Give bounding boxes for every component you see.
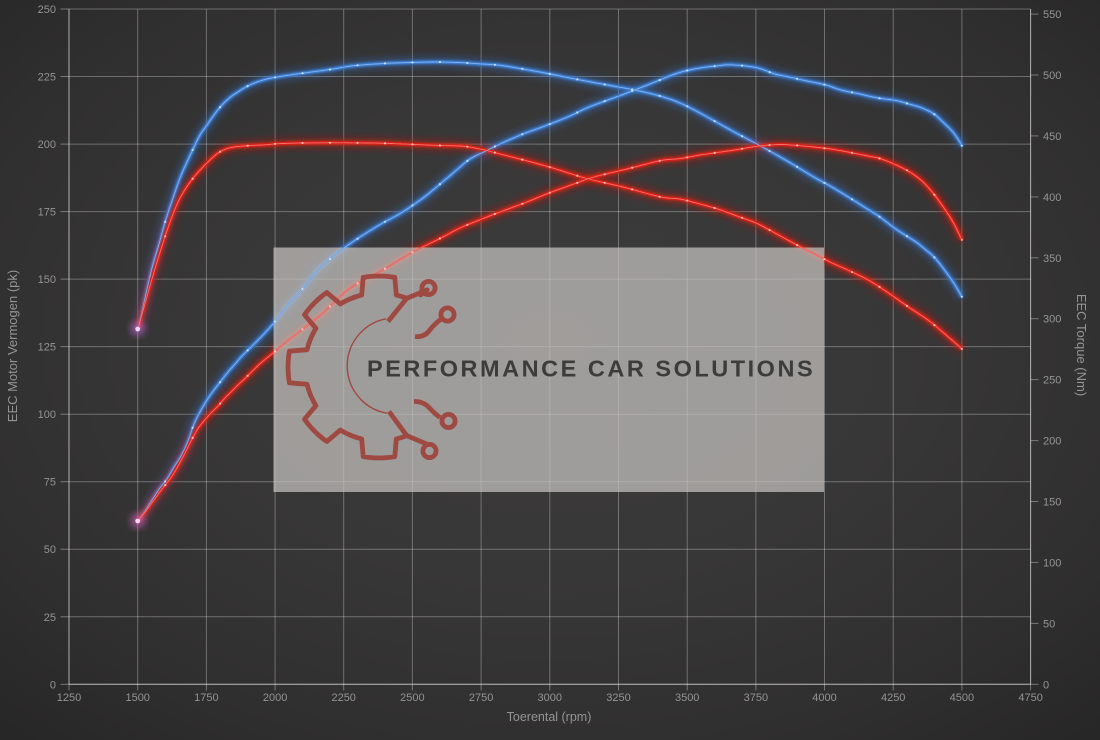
svg-text:200: 200 [38, 139, 56, 151]
svg-text:200: 200 [1043, 436, 1061, 448]
svg-text:50: 50 [1043, 618, 1055, 630]
svg-text:75: 75 [44, 477, 56, 489]
svg-text:500: 500 [1043, 70, 1061, 82]
svg-text:4500: 4500 [950, 692, 974, 704]
svg-text:150: 150 [1043, 497, 1061, 509]
svg-text:3750: 3750 [744, 692, 768, 704]
svg-text:100: 100 [38, 409, 56, 421]
svg-text:Toerental (rpm): Toerental (rpm) [507, 710, 592, 724]
svg-text:250: 250 [1043, 375, 1061, 387]
svg-text:0: 0 [50, 679, 56, 691]
svg-text:350: 350 [1043, 253, 1061, 265]
svg-text:EEC Torque (Nm): EEC Torque (Nm) [1074, 294, 1089, 396]
svg-text:400: 400 [1043, 192, 1061, 204]
svg-text:PERFORMANCE CAR SOLUTIONS: PERFORMANCE CAR SOLUTIONS [367, 356, 815, 382]
svg-text:3500: 3500 [675, 692, 699, 704]
svg-text:1250: 1250 [57, 692, 81, 704]
svg-text:2500: 2500 [400, 692, 424, 704]
svg-text:175: 175 [38, 207, 56, 219]
svg-text:0: 0 [1043, 679, 1049, 691]
svg-text:3000: 3000 [538, 692, 562, 704]
svg-text:3250: 3250 [606, 692, 630, 704]
svg-text:100: 100 [1043, 557, 1061, 569]
svg-text:450: 450 [1043, 131, 1061, 143]
svg-text:550: 550 [1043, 9, 1061, 21]
svg-text:25: 25 [44, 612, 56, 624]
svg-text:50: 50 [44, 544, 56, 556]
svg-text:2750: 2750 [469, 692, 493, 704]
svg-text:1500: 1500 [125, 692, 149, 704]
svg-text:4750: 4750 [1018, 692, 1042, 704]
svg-text:1750: 1750 [194, 692, 218, 704]
svg-text:150: 150 [38, 274, 56, 286]
svg-text:4000: 4000 [812, 692, 836, 704]
svg-text:125: 125 [38, 342, 56, 354]
svg-text:2000: 2000 [263, 692, 287, 704]
svg-text:2250: 2250 [331, 692, 355, 704]
svg-text:4250: 4250 [881, 692, 905, 704]
svg-text:300: 300 [1043, 314, 1061, 326]
svg-text:250: 250 [38, 4, 56, 16]
svg-text:EEC Motor Vermogen (pk): EEC Motor Vermogen (pk) [5, 270, 20, 422]
svg-text:225: 225 [38, 72, 56, 84]
